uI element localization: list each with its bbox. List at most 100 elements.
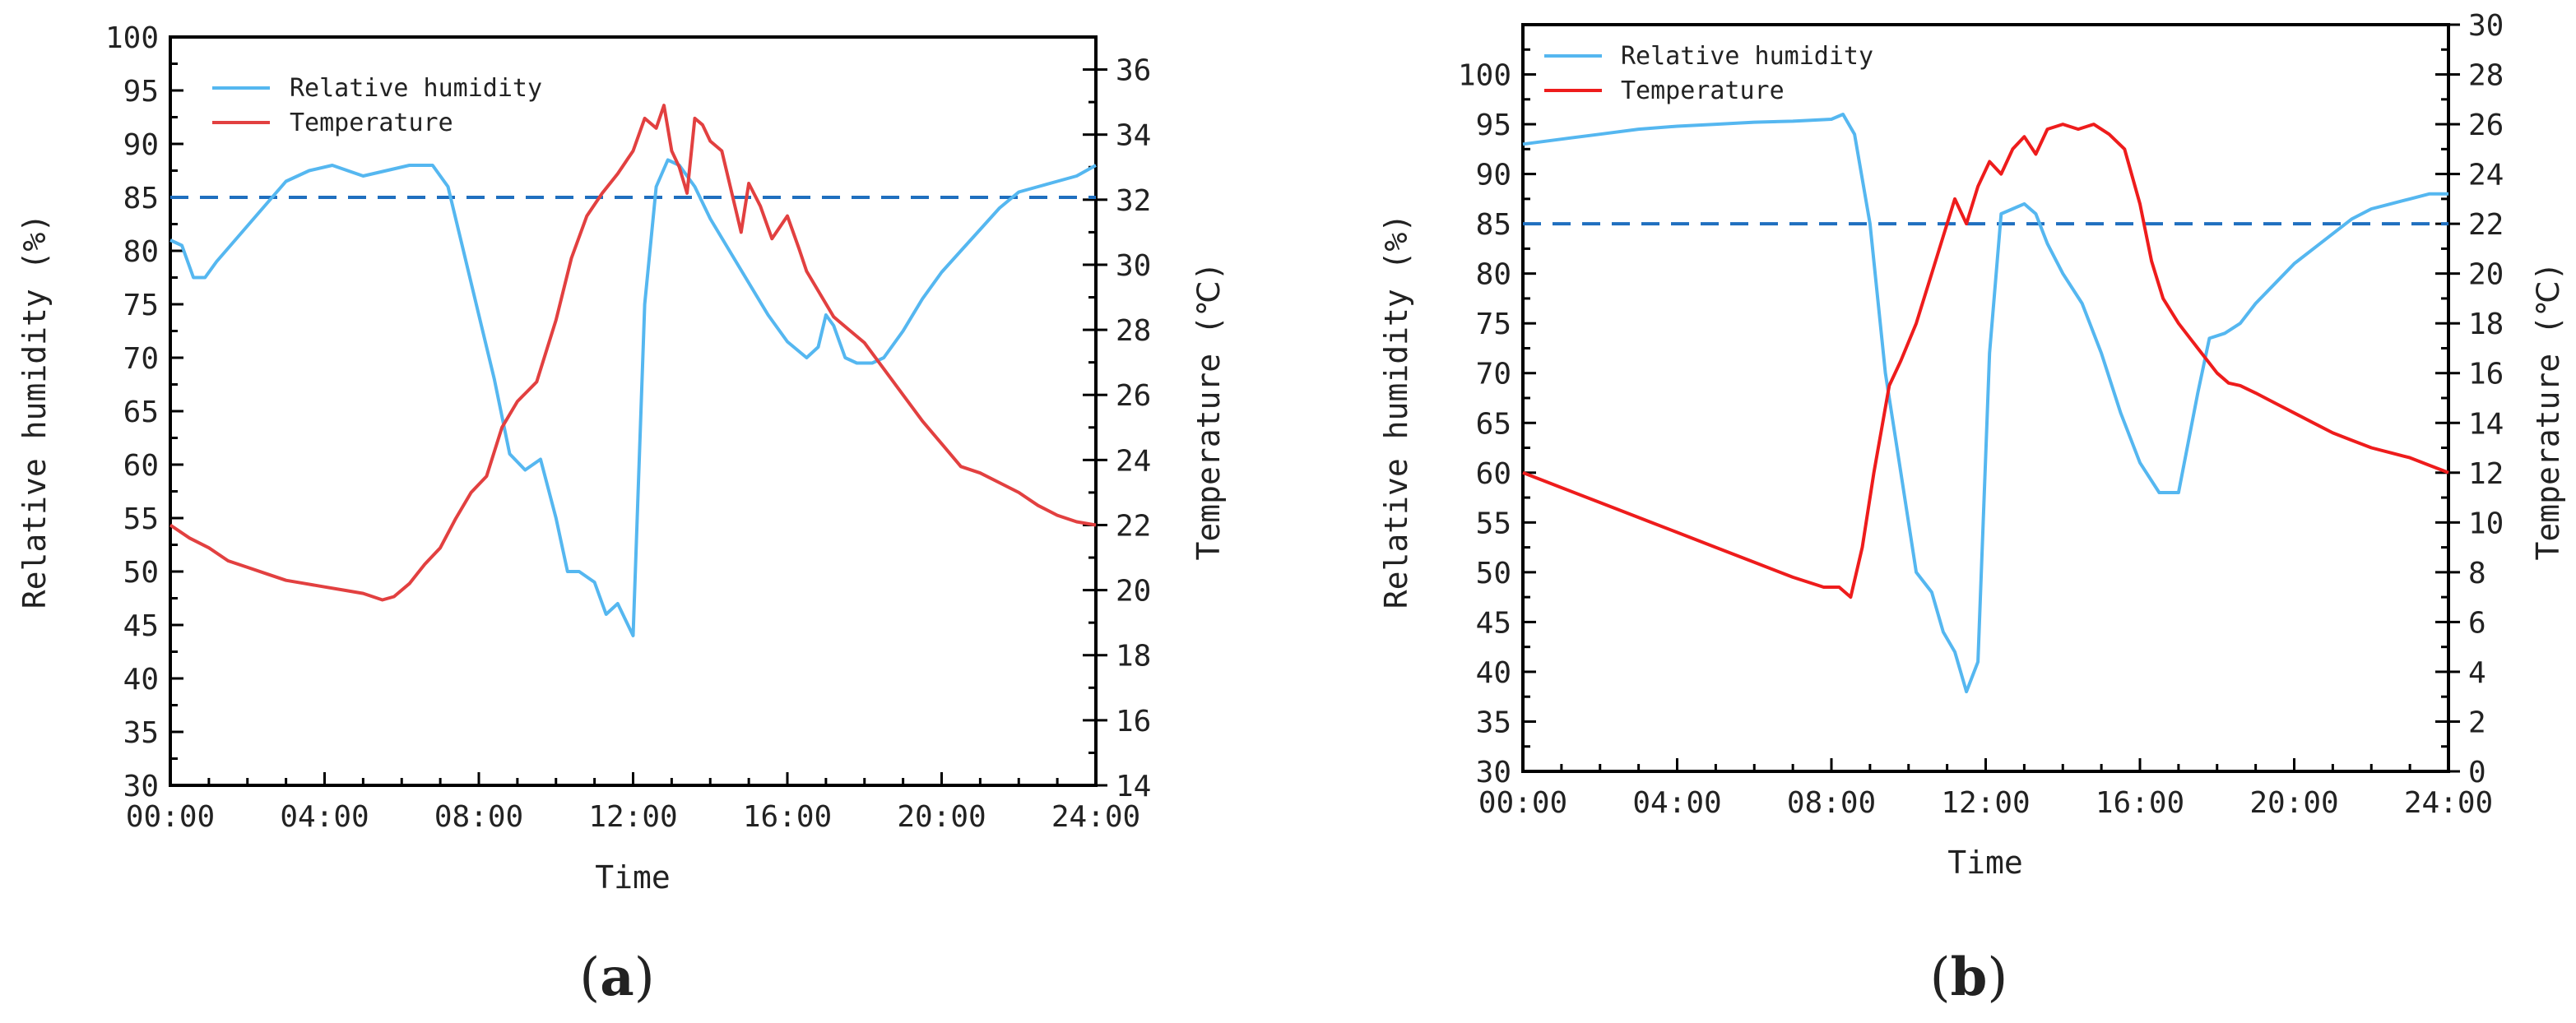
y-tick-label: 50	[123, 556, 159, 590]
y2-tick-label: 28	[1116, 314, 1151, 348]
axis-ticks: 00:00 04:00 08:00 12:00 16:00 20:00 24:00 30 35 4…	[105, 21, 1151, 834]
x-tick-label: 08:00	[434, 800, 523, 834]
plot-frame	[169, 35, 1098, 787]
y-tick-label: 45	[1476, 606, 1511, 640]
x-tick-label: 00:00	[1478, 786, 1567, 820]
y2-tick-label: 26	[2468, 109, 2504, 142]
series-line-temperature	[169, 104, 1097, 602]
y2-tick-label: 20	[1116, 575, 1151, 609]
y-axis-title: Relative humidity (%)	[1378, 214, 1414, 609]
panel-label: (b)	[1930, 947, 2008, 1008]
y2-tick-label: 18	[2468, 308, 2504, 341]
y2-tick-label: 24	[1116, 444, 1151, 478]
y2-tick-label: 34	[1116, 119, 1151, 153]
x-axis-title: Time	[595, 859, 671, 896]
y-tick-label: 55	[1476, 507, 1511, 540]
y-tick-label: 85	[123, 182, 159, 215]
y-tick-label: 30	[1476, 756, 1511, 789]
x-tick-label: 24:00	[1051, 800, 1140, 834]
y-tick-label: 65	[1476, 407, 1511, 441]
y-tick-label: 100	[1458, 59, 1511, 93]
y2-tick-label: 24	[2468, 159, 2504, 192]
x-tick-label: 20:00	[2249, 786, 2338, 820]
panel-letter: a	[600, 947, 634, 1008]
y2-tick-label: 0	[2468, 756, 2486, 789]
axis-ticks: 00:00 04:00 08:00 12:00 16:00 20:00 24:00 30 35 4…	[1458, 9, 2504, 820]
y-tick-label: 40	[1476, 656, 1511, 690]
y2-tick-label: 20	[2468, 258, 2504, 292]
y-tick-label: 75	[1476, 308, 1511, 341]
legend-label-humidity: Relative humidity	[290, 74, 542, 103]
series-line-temperature	[1522, 123, 2449, 599]
y-tick-label: 70	[1476, 358, 1511, 391]
y2-tick-label: 4	[2468, 656, 2486, 690]
y2-tick-label: 16	[2468, 358, 2504, 391]
legend: Relative humidity Temperature	[212, 74, 542, 137]
y-tick-label: 55	[123, 502, 159, 536]
y2-tick-label: 12	[2468, 457, 2504, 491]
series-lines	[1522, 113, 2449, 694]
y2-tick-label: 22	[2468, 208, 2504, 242]
y-tick-label: 30	[123, 770, 159, 803]
y2-tick-label: 22	[1116, 509, 1151, 543]
y-tick-label: 95	[1476, 109, 1511, 142]
x-tick-label: 16:00	[743, 800, 832, 834]
y2-tick-label: 6	[2468, 606, 2486, 640]
y2-tick-label: 36	[1116, 54, 1151, 88]
y-tick-label: 75	[123, 289, 159, 322]
y-tick-label: 70	[123, 342, 159, 376]
y-axis-title: Relative humidity (%)	[16, 214, 53, 609]
legend: Relative humidity Temperature	[1544, 42, 1873, 105]
y-tick-label: 80	[123, 235, 159, 269]
y2-axis-title: Temperature (℃)	[2530, 262, 2566, 561]
y2-tick-label: 16	[1116, 705, 1151, 738]
series-lines	[169, 104, 1097, 637]
chart-panel-a: 00:00 04:00 08:00 12:00 16:00 20:00 24:00 30 35 4…	[16, 21, 1227, 1008]
y-tick-label: 35	[123, 716, 159, 750]
y-tick-label: 100	[105, 21, 159, 55]
x-tick-label: 00:00	[126, 800, 215, 834]
y2-tick-label: 30	[1116, 249, 1151, 283]
y-tick-label: 90	[1476, 159, 1511, 192]
x-tick-label: 16:00	[2096, 786, 2184, 820]
y-tick-label: 95	[123, 75, 159, 109]
y-tick-label: 60	[123, 449, 159, 483]
series-line-humidity	[169, 158, 1097, 637]
y2-tick-label: 32	[1116, 184, 1151, 218]
x-axis-title: Time	[1947, 845, 2023, 881]
y2-tick-label: 14	[1116, 770, 1151, 803]
y-tick-label: 90	[123, 128, 159, 162]
x-tick-label: 24:00	[2404, 786, 2493, 820]
y2-tick-label: 2	[2468, 706, 2486, 739]
legend-label-temperature: Temperature	[290, 109, 453, 137]
x-tick-label: 08:00	[1787, 786, 1876, 820]
y-tick-label: 65	[123, 396, 159, 429]
plot-frame	[1521, 23, 2450, 773]
legend-label-temperature: Temperature	[1621, 76, 1785, 105]
y-tick-label: 60	[1476, 457, 1511, 491]
y-tick-label: 35	[1476, 706, 1511, 739]
x-tick-label: 04:00	[280, 800, 369, 834]
x-tick-label: 12:00	[1941, 786, 2030, 820]
y2-tick-label: 28	[2468, 59, 2504, 93]
y-tick-label: 80	[1476, 258, 1511, 292]
y2-tick-label: 26	[1116, 379, 1151, 413]
x-tick-label: 04:00	[1632, 786, 1721, 820]
chart-panel-b: 00:00 04:00 08:00 12:00 16:00 20:00 24:00 30 35 4…	[1378, 9, 2566, 1008]
panel-label: (a)	[579, 947, 654, 1008]
y2-tick-label: 30	[2468, 9, 2504, 43]
y2-tick-label: 10	[2468, 507, 2504, 540]
y2-tick-label: 18	[1116, 640, 1151, 674]
y-tick-label: 50	[1476, 557, 1511, 590]
x-tick-label: 12:00	[588, 800, 677, 834]
y-tick-label: 45	[123, 609, 159, 643]
legend-label-humidity: Relative humidity	[1621, 42, 1873, 71]
panel-letter: b	[1951, 947, 1988, 1008]
x-tick-label: 20:00	[897, 800, 986, 834]
y-tick-label: 40	[123, 663, 159, 697]
y-tick-label: 85	[1476, 208, 1511, 242]
y2-axis-title: Temperature (℃)	[1191, 262, 1227, 561]
series-line-humidity	[1522, 113, 2448, 694]
y2-tick-label: 14	[2468, 407, 2504, 441]
